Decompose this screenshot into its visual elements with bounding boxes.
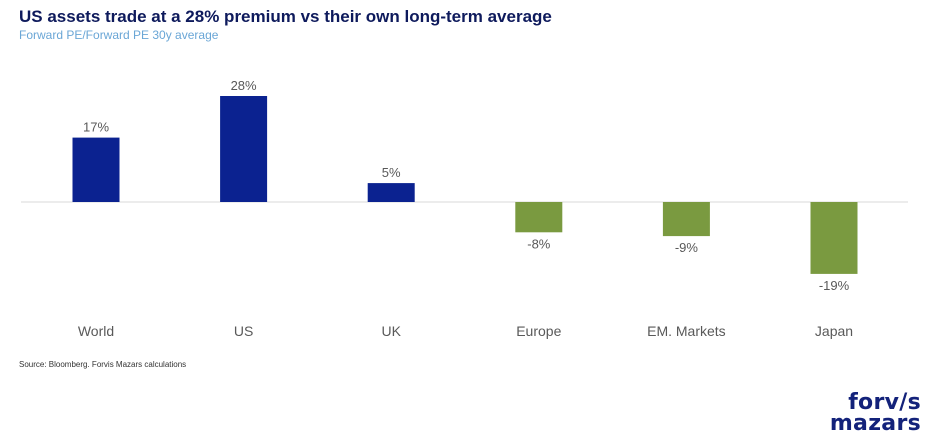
bar-japan xyxy=(810,202,858,274)
data-label-world: 17% xyxy=(83,120,109,135)
chart-title: US assets trade at a 28% premium vs thei… xyxy=(19,7,552,26)
chart-subtitle: Forward PE/Forward PE 30y average xyxy=(19,28,219,42)
category-label-europe: Europe xyxy=(516,323,561,339)
bar-uk xyxy=(367,183,415,202)
source-note: Source: Bloomberg. Forvis Mazars calcula… xyxy=(19,360,187,369)
bar-europe xyxy=(515,202,563,233)
forvis-mazars-logo: forv/s mazars xyxy=(829,390,921,436)
category-label-world: World xyxy=(78,323,114,339)
bar-us xyxy=(220,96,268,202)
category-label-uk: UK xyxy=(381,323,401,339)
data-label-em-markets: -9% xyxy=(675,240,699,255)
category-label-em-markets: EM. Markets xyxy=(647,323,726,339)
category-label-us: US xyxy=(234,323,253,339)
data-label-japan: -19% xyxy=(819,278,850,293)
logo-line-1: forv/s xyxy=(848,390,921,415)
data-label-europe: -8% xyxy=(527,236,551,251)
bar-em-markets xyxy=(662,202,710,237)
category-label-japan: Japan xyxy=(815,323,853,339)
data-label-us: 28% xyxy=(231,78,257,93)
bar-world xyxy=(72,137,120,202)
data-label-uk: 5% xyxy=(382,165,401,180)
logo-line-2: mazars xyxy=(829,411,921,436)
